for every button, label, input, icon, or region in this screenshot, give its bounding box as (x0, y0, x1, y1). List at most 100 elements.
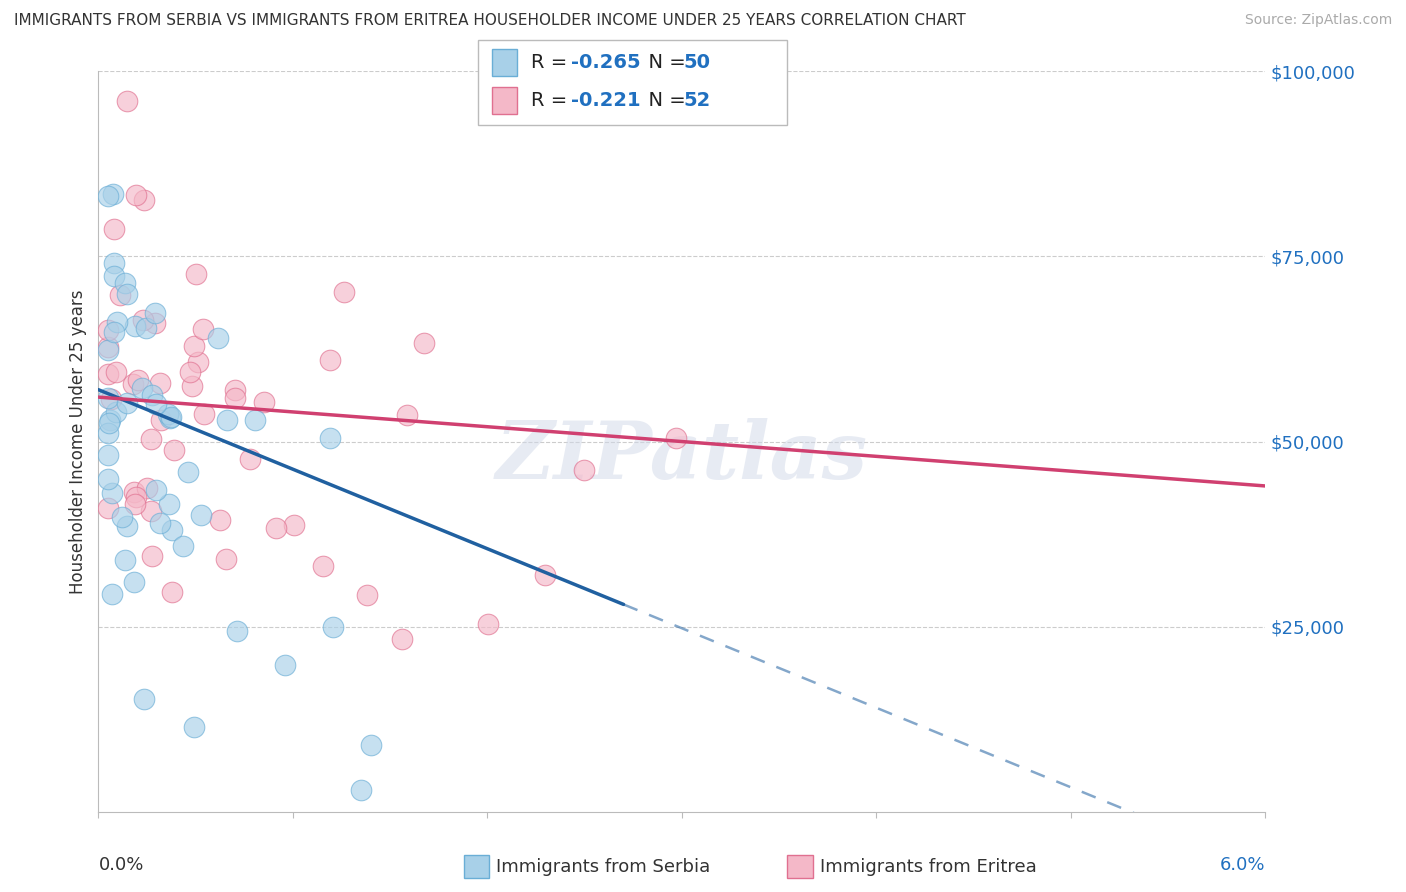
Text: 52: 52 (683, 91, 710, 111)
Point (98, 413, 121, 427)
Text: -0.265: -0.265 (571, 53, 641, 72)
Point (187, 355, 209, 369)
Point (215, 412, 238, 426)
Point (132, 313, 155, 327)
Point (124, 497, 146, 511)
Point (97, 323, 120, 337)
Text: Immigrants from Eritrea: Immigrants from Eritrea (820, 858, 1036, 876)
Point (160, 410, 183, 425)
Point (131, 381, 153, 395)
Point (534, 567, 557, 582)
Point (97, 189, 120, 203)
Point (395, 408, 418, 422)
Point (97, 340, 120, 354)
Point (264, 521, 287, 535)
Point (160, 523, 183, 537)
Point (172, 539, 194, 553)
Text: ZIPatlas: ZIPatlas (496, 417, 868, 495)
Text: Source: ZipAtlas.com: Source: ZipAtlas.com (1244, 13, 1392, 28)
Point (412, 335, 434, 350)
Point (312, 559, 335, 574)
Point (97, 472, 120, 486)
Point (149, 376, 172, 391)
Text: N =: N = (636, 91, 692, 111)
Point (149, 413, 172, 427)
Point (190, 508, 212, 522)
Point (108, 288, 131, 302)
Point (97, 448, 120, 462)
Point (105, 315, 128, 329)
Point (193, 407, 215, 421)
Point (183, 720, 205, 734)
Point (114, 553, 136, 567)
Point (114, 276, 136, 290)
Text: 0.0%: 0.0% (98, 856, 143, 874)
Point (122, 575, 145, 590)
Point (103, 269, 125, 284)
Point (124, 318, 146, 333)
Point (127, 373, 149, 387)
Point (111, 509, 134, 524)
Point (125, 490, 148, 504)
Point (97, 343, 120, 358)
Point (477, 616, 499, 631)
Point (572, 462, 595, 476)
Point (125, 188, 148, 202)
Y-axis label: Householder Income Under 25 years: Householder Income Under 25 years (69, 289, 87, 594)
Text: N =: N = (636, 53, 692, 72)
Point (97, 391, 120, 405)
Text: Immigrants from Serbia: Immigrants from Serbia (496, 858, 710, 876)
Point (319, 431, 342, 445)
Point (100, 392, 122, 406)
Point (145, 483, 167, 497)
Point (136, 481, 159, 495)
Point (101, 186, 124, 201)
Point (97, 426, 120, 441)
Point (319, 352, 342, 367)
Point (141, 388, 163, 402)
Point (100, 587, 122, 601)
Point (104, 365, 127, 379)
Point (117, 286, 139, 301)
Point (132, 194, 155, 208)
Point (141, 549, 163, 563)
Point (115, 95, 138, 109)
Point (322, 620, 344, 634)
Point (149, 516, 172, 531)
Text: -0.221: -0.221 (571, 91, 641, 111)
Point (215, 551, 238, 566)
Point (143, 306, 166, 320)
Point (184, 267, 207, 281)
Point (224, 391, 246, 405)
Point (97, 367, 120, 381)
Point (103, 221, 125, 235)
Point (181, 379, 204, 393)
Point (97, 416, 120, 430)
Point (157, 407, 180, 421)
Point (253, 395, 276, 409)
Point (191, 322, 214, 336)
Point (179, 365, 201, 379)
Point (665, 431, 688, 445)
Point (135, 321, 157, 335)
Point (139, 504, 162, 518)
Point (103, 256, 125, 270)
Point (115, 519, 138, 533)
Point (224, 384, 246, 398)
Point (239, 452, 262, 467)
Point (207, 331, 229, 345)
Point (100, 486, 122, 500)
Point (115, 396, 138, 410)
Point (350, 782, 373, 797)
Text: R =: R = (531, 53, 574, 72)
Point (103, 325, 125, 339)
Point (243, 413, 266, 427)
Point (159, 411, 181, 425)
Point (360, 738, 382, 752)
Text: R =: R = (531, 91, 574, 111)
Point (159, 497, 181, 511)
Point (391, 632, 413, 646)
Point (356, 588, 378, 602)
Point (333, 285, 356, 299)
Point (97, 500, 120, 515)
